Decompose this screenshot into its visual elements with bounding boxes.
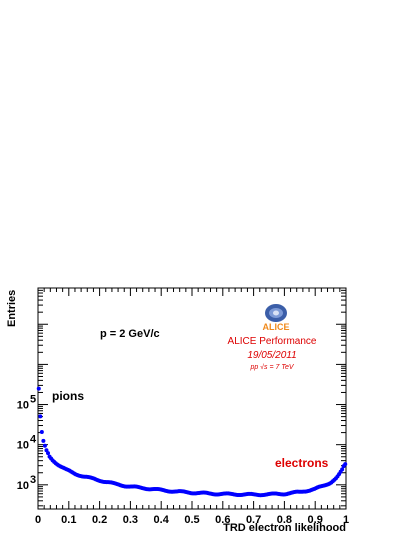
x-tick-label: 0.9 [308, 514, 323, 526]
y-tick-label: 10 [17, 400, 29, 412]
energy-label: pp √s = 7 TeV [249, 363, 294, 371]
x-tick-label: 0 [35, 514, 41, 526]
x-tick-label: 0.2 [92, 514, 107, 526]
data-point [38, 414, 43, 419]
data-point [41, 438, 46, 443]
electrons-label: electrons [275, 456, 329, 470]
x-tick-label: 0.4 [154, 514, 170, 526]
x-tick-label: 0.6 [215, 514, 230, 526]
alice-logo: ALICE [263, 304, 290, 332]
y-tick-exponent: 5 [30, 394, 36, 406]
y-tick-label: 10 [17, 440, 29, 452]
data-point [340, 467, 345, 472]
x-tick-label: 0.1 [61, 514, 76, 526]
x-tick-label: 0.5 [184, 514, 199, 526]
date-label: 19/05/2011 [247, 350, 296, 361]
data-point [42, 443, 47, 448]
y-tick-exponent: 4 [30, 434, 37, 446]
data-point [343, 462, 348, 467]
data-point [36, 386, 41, 391]
momentum-label: p = 2 GeV/c [100, 328, 160, 340]
data-point [39, 430, 44, 435]
alice-logo-text: ALICE [263, 322, 290, 332]
y-tick-exponent: 3 [30, 474, 36, 486]
x-tick-labels: 0 0.1 0.2 0.3 0.4 0.5 0.6 0.7 0.8 0.9 1 [35, 514, 349, 526]
x-axis-title: TRD electron likelihood [223, 522, 346, 534]
x-tick-label: 0.7 [246, 514, 261, 526]
data-points [36, 386, 348, 498]
x-tick-label: 0.3 [123, 514, 138, 526]
x-tick-label: 1 [343, 514, 349, 526]
performance-label: ALICE Performance [228, 336, 317, 347]
data-point [46, 451, 51, 456]
pions-label: pions [52, 389, 84, 403]
x-tick-label: 0.8 [277, 514, 292, 526]
y-axis-title: Entries [6, 290, 18, 327]
y-tick-label: 10 [17, 480, 29, 492]
